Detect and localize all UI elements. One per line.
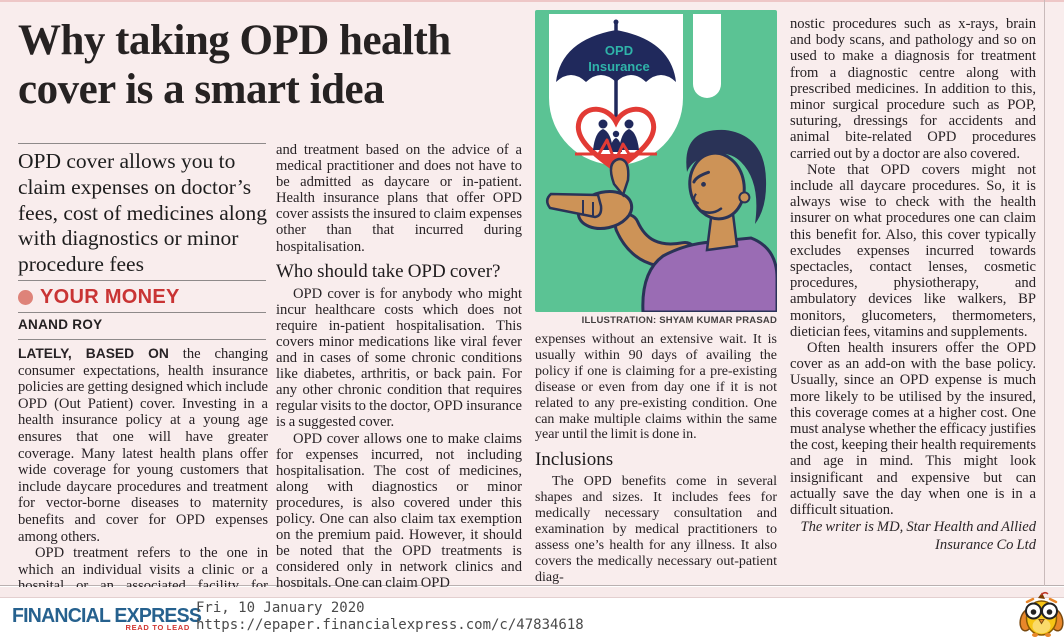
- paragraph: The OPD benefits come in several shapes …: [535, 474, 777, 585]
- brand-tagline: READ TO LEAD: [125, 623, 190, 632]
- epaper-footer: FINANCIAL EXPRESS READ TO LEAD Fri, 10 J…: [0, 591, 1064, 637]
- paragraph: expenses without an extensive wait. It i…: [535, 332, 777, 443]
- issue-date: Fri, 10 January 2020: [196, 600, 365, 616]
- umbrella-label-line2: Insurance: [588, 59, 649, 74]
- umbrella-icon: OPD Insurance: [556, 19, 676, 122]
- divider: [18, 312, 266, 313]
- paragraph: OPD cover allows one to make claims for …: [276, 430, 522, 589]
- pointing-hand: [546, 157, 634, 230]
- section-row: YOUR MONEY: [18, 286, 268, 310]
- brand-wordmark: FINANCIAL EXPRESS: [12, 604, 202, 627]
- article-column-1: LATELY, BASED ON the changing consumer e…: [18, 346, 268, 588]
- paragraph: OPD treatment refers to the one in which…: [18, 545, 268, 588]
- paragraph: OPD cover is for anybody who might incur…: [276, 285, 522, 431]
- article-column-3: expenses without an extensive wait. It i…: [535, 332, 777, 588]
- article-standfirst: OPD cover allows you to claim expenses o…: [18, 149, 267, 277]
- paragraph-text: the changing consumer expectations, heal…: [18, 346, 268, 545]
- paragraph: nostic procedures such as x-rays, brain …: [790, 16, 1036, 162]
- subheading: Who should take OPD cover?: [276, 260, 501, 282]
- divider: [18, 143, 266, 144]
- section-bullet-icon: [18, 290, 33, 305]
- lead-in: LATELY, BASED ON: [18, 346, 169, 361]
- paragraph: LATELY, BASED ON the changing consumer e…: [18, 346, 268, 545]
- paragraph: and treatment based on the advice of a m…: [276, 142, 522, 255]
- newspaper-clipping: Why taking OPD health cover is a smart i…: [0, 0, 1064, 588]
- page-column-rule: [1044, 0, 1045, 586]
- article-column-4: nostic procedures such as x-rays, brain …: [790, 16, 1036, 588]
- paragraph: Note that OPD covers might not include a…: [790, 161, 1036, 340]
- divider: [18, 339, 266, 340]
- epaper-url-link[interactable]: https://epaper.financialexpress.com/c/47…: [196, 617, 584, 633]
- section-label: YOUR MONEY: [40, 286, 180, 308]
- subheading: Inclusions: [535, 449, 614, 471]
- umbrella-label-line1: OPD: [605, 43, 633, 58]
- article-byline: ANAND ROY: [18, 317, 103, 332]
- article-headline: Why taking OPD health cover is a smart i…: [18, 17, 451, 113]
- paragraph: Often health insurers offer the OPD cove…: [790, 340, 1036, 519]
- white-corner-blob: [693, 14, 721, 98]
- illustration-caption: ILLUSTRATION: SHYAM KUMAR PRASAD: [581, 315, 777, 326]
- financial-express-logo[interactable]: FINANCIAL EXPRESS: [12, 604, 202, 628]
- man-cartoon: [546, 129, 777, 312]
- clipping-edge: [0, 587, 1064, 598]
- owl-mascot-icon: [1019, 591, 1064, 637]
- opd-insurance-illustration: OPD Insurance: [535, 10, 777, 312]
- divider: [18, 280, 266, 281]
- article-column-2: and treatment based on the advice of a m…: [276, 142, 522, 588]
- writer-credit: The writer is MD, Star Health and Allied…: [800, 519, 1036, 554]
